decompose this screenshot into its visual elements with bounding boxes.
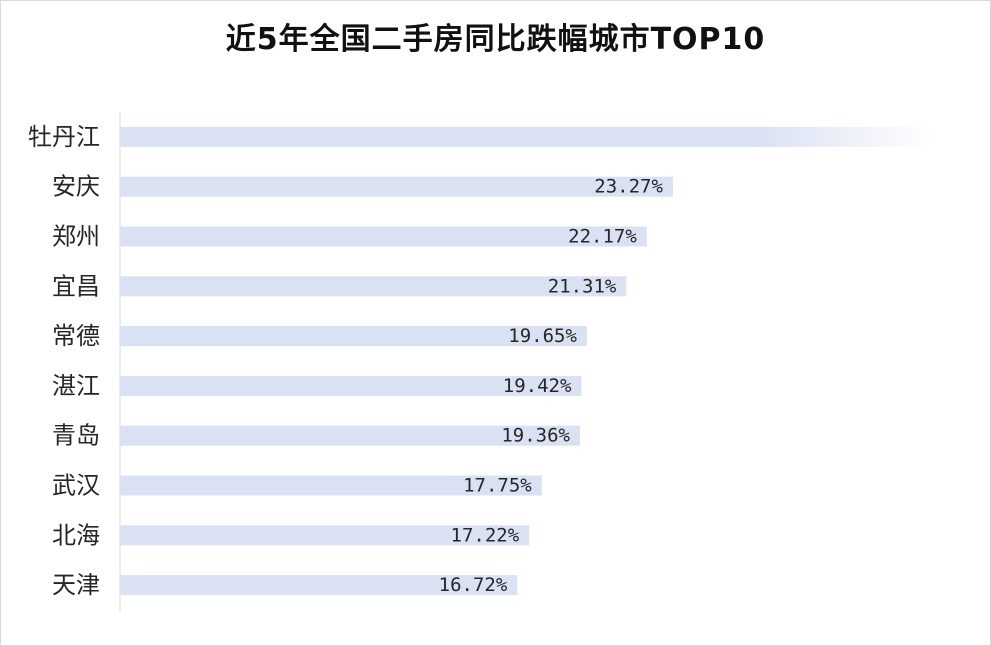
category-label-5: 常德 [52,322,100,350]
bar-4 [120,276,627,297]
bar-8 [120,475,542,496]
value-label-5: 19.65% [508,325,577,347]
value-label-2: 23.27% [594,176,663,198]
bar-2 [120,176,673,197]
value-label-4: 21.31% [548,275,617,297]
value-label-3: 22.17% [568,226,637,248]
chart-title: 近5年全国二手房同比跌幅城市TOP10 [225,22,766,57]
bar-10 [120,575,518,596]
bar-1 [120,126,935,147]
category-label-9: 北海 [52,521,100,549]
bar-5 [120,326,587,347]
value-label-9: 17.22% [451,524,520,546]
category-label-1: 牡丹江 [28,123,100,151]
category-label-3: 郑州 [52,223,100,251]
category-label-4: 宜昌 [52,272,100,300]
value-label-7: 19.36% [501,425,570,447]
value-label-8: 17.75% [463,475,532,497]
value-label-10: 16.72% [439,574,508,596]
bar-7 [120,425,581,446]
category-label-7: 青岛 [52,422,100,450]
value-label-6: 19.42% [503,375,572,397]
category-label-2: 安庆 [52,173,100,201]
category-label-10: 天津 [52,571,100,599]
bar-9 [120,525,530,546]
bar-3 [120,226,647,247]
category-label-8: 武汉 [52,472,100,500]
category-label-6: 湛江 [52,372,100,400]
bar-6 [120,375,582,396]
